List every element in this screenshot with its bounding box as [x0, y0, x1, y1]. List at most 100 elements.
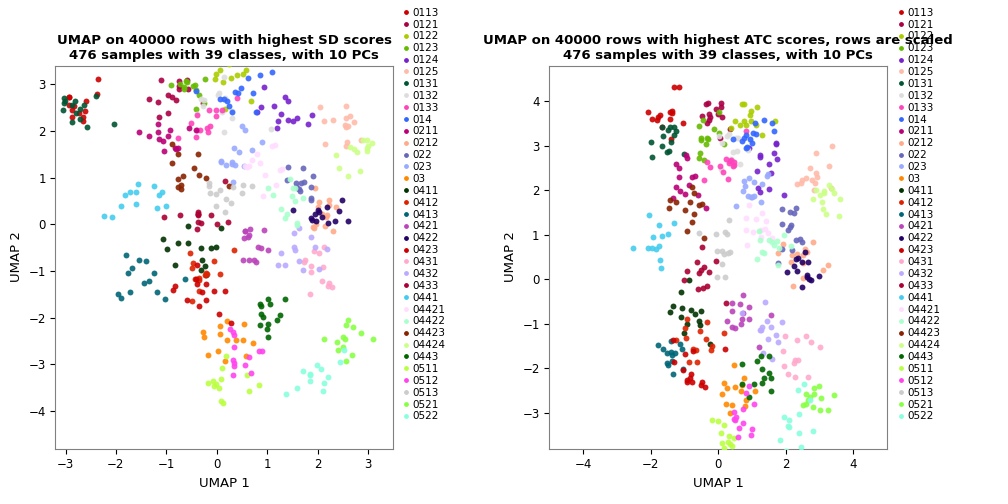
Point	[766, 127, 782, 135]
Point	[716, 444, 732, 452]
Point	[694, 201, 710, 209]
Point	[241, 231, 257, 239]
Point	[195, 99, 211, 107]
Point	[113, 294, 129, 302]
Point	[784, 282, 800, 290]
Point	[721, 159, 737, 167]
Point	[204, 211, 220, 219]
Point	[253, 103, 269, 111]
Point	[158, 245, 174, 253]
Point	[743, 107, 759, 115]
Point	[742, 135, 758, 143]
Point	[776, 413, 792, 421]
Point	[791, 410, 807, 418]
Point	[221, 60, 237, 68]
Point	[302, 183, 319, 191]
Point	[191, 301, 207, 309]
Point	[344, 350, 360, 358]
Point	[297, 256, 313, 264]
Point	[679, 377, 696, 386]
Point	[732, 300, 748, 308]
Point	[735, 315, 751, 323]
Point	[731, 134, 747, 142]
Point	[680, 358, 697, 366]
Point	[184, 82, 201, 90]
Point	[694, 378, 710, 386]
Point	[659, 349, 675, 357]
Point	[226, 359, 242, 367]
Point	[696, 234, 712, 242]
Point	[244, 156, 260, 164]
Point	[237, 125, 253, 134]
Point	[797, 248, 813, 256]
Point	[726, 158, 742, 166]
Point	[662, 107, 678, 115]
Point	[88, 92, 104, 100]
Point	[164, 93, 180, 101]
Point	[67, 97, 83, 105]
Point	[805, 238, 822, 246]
Point	[795, 275, 811, 283]
Point	[824, 183, 840, 192]
Point	[287, 246, 303, 254]
Point	[735, 187, 751, 195]
Point	[252, 300, 268, 308]
Point	[761, 185, 777, 193]
Point	[668, 160, 684, 168]
Point	[214, 106, 230, 114]
Point	[171, 82, 187, 90]
Point	[277, 295, 293, 303]
Point	[746, 380, 762, 388]
Point	[302, 214, 319, 222]
Point	[251, 347, 267, 355]
Point	[691, 229, 708, 237]
Point	[695, 112, 711, 120]
Point	[679, 154, 696, 162]
Point	[170, 134, 186, 142]
Point	[745, 228, 761, 236]
Point	[719, 299, 735, 307]
Point	[228, 336, 244, 344]
Point	[721, 432, 737, 440]
Point	[319, 245, 335, 254]
Point	[678, 267, 695, 275]
Point	[168, 96, 184, 104]
Point	[251, 381, 267, 389]
Point	[294, 194, 310, 202]
Point	[248, 258, 264, 266]
Legend: 0113, 0121, 0122, 0123, 0124, 0125, 0131, 0132, 0133, 014, 0211, 0212, 022, 023,: 0113, 0121, 0122, 0123, 0124, 0125, 0131…	[403, 8, 446, 421]
Point	[663, 337, 679, 345]
Point	[756, 116, 772, 124]
Point	[347, 145, 363, 153]
Point	[787, 373, 803, 382]
Point	[302, 290, 319, 298]
Point	[233, 84, 249, 92]
Point	[673, 345, 689, 353]
Point	[776, 192, 792, 200]
Point	[260, 246, 276, 254]
Point	[730, 432, 746, 440]
Point	[799, 258, 815, 266]
Point	[187, 275, 204, 283]
Point	[760, 160, 776, 168]
X-axis label: UMAP 1: UMAP 1	[199, 477, 250, 490]
Point	[753, 352, 769, 360]
Point	[163, 140, 179, 148]
Point	[96, 212, 112, 220]
Point	[273, 205, 289, 213]
Point	[235, 256, 251, 264]
Point	[331, 346, 347, 354]
Point	[711, 129, 727, 137]
Point	[738, 127, 754, 135]
Point	[714, 247, 730, 255]
Point	[757, 225, 773, 233]
Point	[741, 382, 757, 390]
Point	[662, 308, 678, 317]
Point	[192, 274, 208, 282]
Point	[712, 134, 728, 142]
Point	[736, 177, 752, 185]
Point	[826, 391, 842, 399]
Point	[724, 442, 740, 450]
Point	[181, 249, 198, 257]
Point	[715, 168, 731, 176]
